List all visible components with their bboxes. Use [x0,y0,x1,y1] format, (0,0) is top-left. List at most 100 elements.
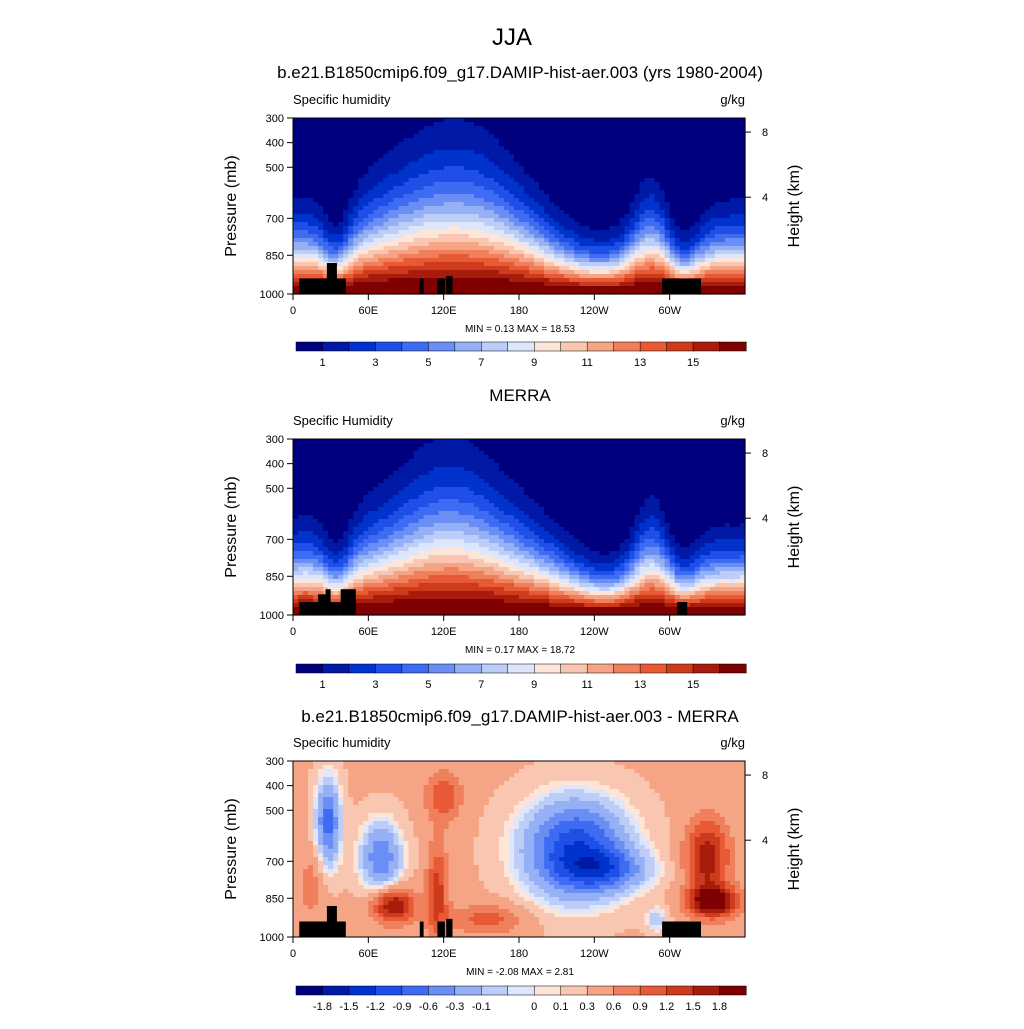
contour-cell [504,138,510,143]
contour-cell [368,182,374,187]
contour-cell [358,479,364,484]
contour-cell [509,439,515,444]
contour-cell [544,186,550,191]
contour-cell [393,150,399,155]
contour-cell [439,238,445,243]
contour-cell [434,250,440,255]
contour-cell [735,463,741,468]
contour-cell [484,174,490,179]
contour-cell [645,443,651,448]
contour-cell [358,178,364,183]
contour-cell [509,186,515,191]
contour-cell [429,447,435,452]
contour-cell [629,439,635,444]
contour-cell [640,262,646,267]
contour-cell [660,162,666,167]
contour-cell [685,242,691,247]
contour-cell [328,158,334,163]
contour-cell [614,162,620,167]
contour-cell [434,230,440,235]
right-label: g/kg [720,92,745,107]
contour-cell [524,122,530,127]
contour-cell [624,202,630,207]
contour-cell [348,258,354,263]
contour-cell [609,463,615,468]
contour-cell [529,130,535,135]
contour-cell [529,138,535,143]
contour-cell [514,443,520,448]
contour-cell [645,166,651,171]
contour-cell [735,230,741,235]
contour-cell [670,194,676,199]
contour-cell [675,274,681,279]
contour-cell [720,238,726,243]
contour-cell [640,162,646,167]
contour-cell [378,178,384,183]
contour-cell [424,138,430,143]
contour-cell [635,178,641,183]
contour-cell [624,475,630,480]
contour-cell [343,226,349,231]
contour-cell [459,455,465,460]
contour-cell [549,447,555,452]
contour-cell [700,270,706,275]
contour-cell [373,210,379,215]
contour-cell [338,150,344,155]
contour-cell [604,278,610,283]
contour-cell [554,266,560,271]
contour-cell [338,234,344,239]
contour-cell [444,226,450,231]
contour-cell [338,154,344,159]
contour-cell [685,262,691,267]
contour-cell [479,467,485,472]
contour-cell [640,250,646,255]
contour-cell [479,250,485,255]
contour-cell [489,270,495,275]
contour-cell [549,278,555,283]
contour-cell [650,222,656,227]
contour-cell [293,266,299,271]
contour-cell [604,122,610,127]
contour-cell [338,471,344,476]
contour-cell [584,282,590,287]
contour-cell [388,174,394,179]
contour-cell [524,475,530,480]
contour-cell [429,130,435,135]
contour-cell [454,234,460,239]
contour-cell [449,178,455,183]
contour-cell [655,274,661,279]
contour-cell [579,443,585,448]
contour-cell [675,138,681,143]
contour-cell [514,234,520,239]
contour-cell [599,218,605,223]
contour-cell [559,463,565,468]
contour-cell [449,174,455,179]
contour-cell [700,234,706,239]
contour-cell [328,258,334,263]
contour-cell [539,190,545,195]
contour-cell [403,246,409,251]
contour-cell [298,455,304,460]
contour-cell [368,230,374,235]
contour-cell [559,274,565,279]
contour-cell [544,122,550,127]
contour-cell [378,118,384,123]
contour-cell [685,134,691,139]
contour-cell [353,258,359,263]
contour-cell [524,258,530,263]
contour-cell [393,158,399,163]
contour-cell [594,451,600,456]
contour-cell [665,459,671,464]
contour-cell [635,138,641,143]
contour-cell [499,214,505,219]
contour-cell [589,242,595,247]
contour-cell [670,130,676,135]
terrain-block [437,279,445,295]
contour-cell [675,134,681,139]
contour-cell [398,126,404,131]
contour-cell [599,146,605,151]
contour-cell [645,286,651,291]
contour-cell [439,246,445,251]
contour-cell [629,274,635,279]
contour-cell [604,475,610,480]
